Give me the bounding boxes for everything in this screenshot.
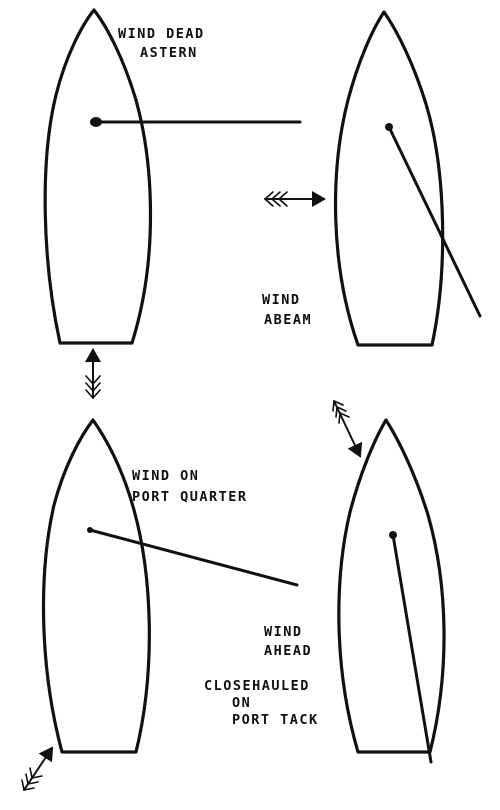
boom-abeam (387, 125, 482, 318)
label-closehauled-line3: PORT TACK (232, 712, 319, 728)
label-abeam-line2: ABEAM (264, 312, 313, 328)
label-closehauled-line1: CLOSEHAULED (204, 678, 310, 694)
wind-arrow-abeam (264, 191, 326, 207)
wind-arrow-port-quarter (21, 746, 54, 791)
boom-ahead (391, 533, 433, 764)
label-port-quarter-line1: WIND ON (132, 468, 200, 484)
label-ahead-line2: AHEAD (264, 643, 313, 659)
hull-ahead (337, 418, 446, 754)
label-dead-astern-line2: ASTERN (140, 45, 198, 61)
boat-ahead (337, 418, 446, 764)
boat-dead-astern (43, 8, 302, 345)
wind-arrow-ahead (332, 400, 363, 458)
label-abeam-line1: WIND (262, 292, 301, 308)
label-closehauled-line2: ON (232, 695, 252, 711)
hull-port-quarter (41, 418, 151, 754)
label-dead-astern-line1: WIND DEAD (118, 26, 205, 42)
label-ahead-line1: WIND (264, 624, 303, 640)
hull-abeam (333, 10, 445, 347)
mast-dead-astern (90, 117, 102, 127)
boat-abeam (333, 10, 482, 347)
boat-port-quarter (41, 418, 299, 754)
mast-port-quarter (87, 527, 93, 533)
boom-port-quarter (88, 528, 299, 587)
mast-abeam (385, 123, 393, 131)
mast-ahead (389, 531, 397, 539)
hull-dead-astern (43, 8, 153, 345)
wind-arrow-dead-astern (85, 348, 101, 399)
label-port-quarter-line2: PORT QUARTER (132, 489, 248, 505)
